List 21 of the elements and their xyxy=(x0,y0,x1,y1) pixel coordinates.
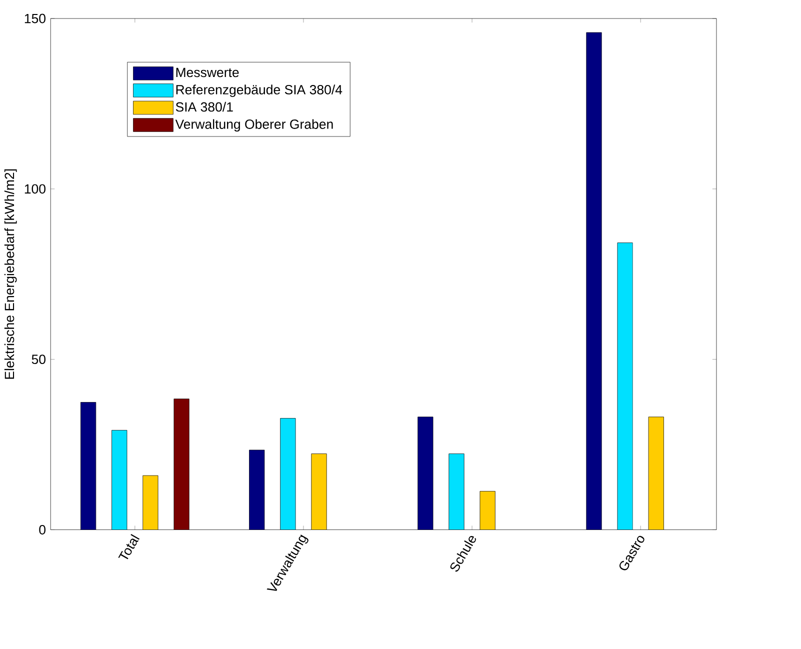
bar xyxy=(249,450,265,530)
bar xyxy=(586,32,602,530)
y-tick-label: 0 xyxy=(39,525,46,534)
bar xyxy=(448,454,464,530)
bar xyxy=(418,416,434,530)
bar xyxy=(280,418,296,530)
bar xyxy=(80,402,96,530)
bar xyxy=(648,416,664,530)
bar xyxy=(617,242,633,530)
bar xyxy=(112,430,128,530)
y-tick-label: 150 xyxy=(24,14,46,24)
legend-label: SIA 380/1 xyxy=(176,102,233,112)
y-axis-title: Elektrische Energiebedarf [kWh/m2] xyxy=(4,169,17,379)
bar xyxy=(142,475,158,530)
bar xyxy=(311,454,327,530)
legend-label: Verwaltung Oberer Graben xyxy=(175,119,333,132)
legend-label: Referenzgebäude SIA 380/4 xyxy=(176,84,342,97)
legend-label: Messwerte xyxy=(176,68,239,78)
bar xyxy=(480,491,496,530)
y-tick-label: 50 xyxy=(32,354,46,364)
y-tick-label: 100 xyxy=(24,184,46,194)
